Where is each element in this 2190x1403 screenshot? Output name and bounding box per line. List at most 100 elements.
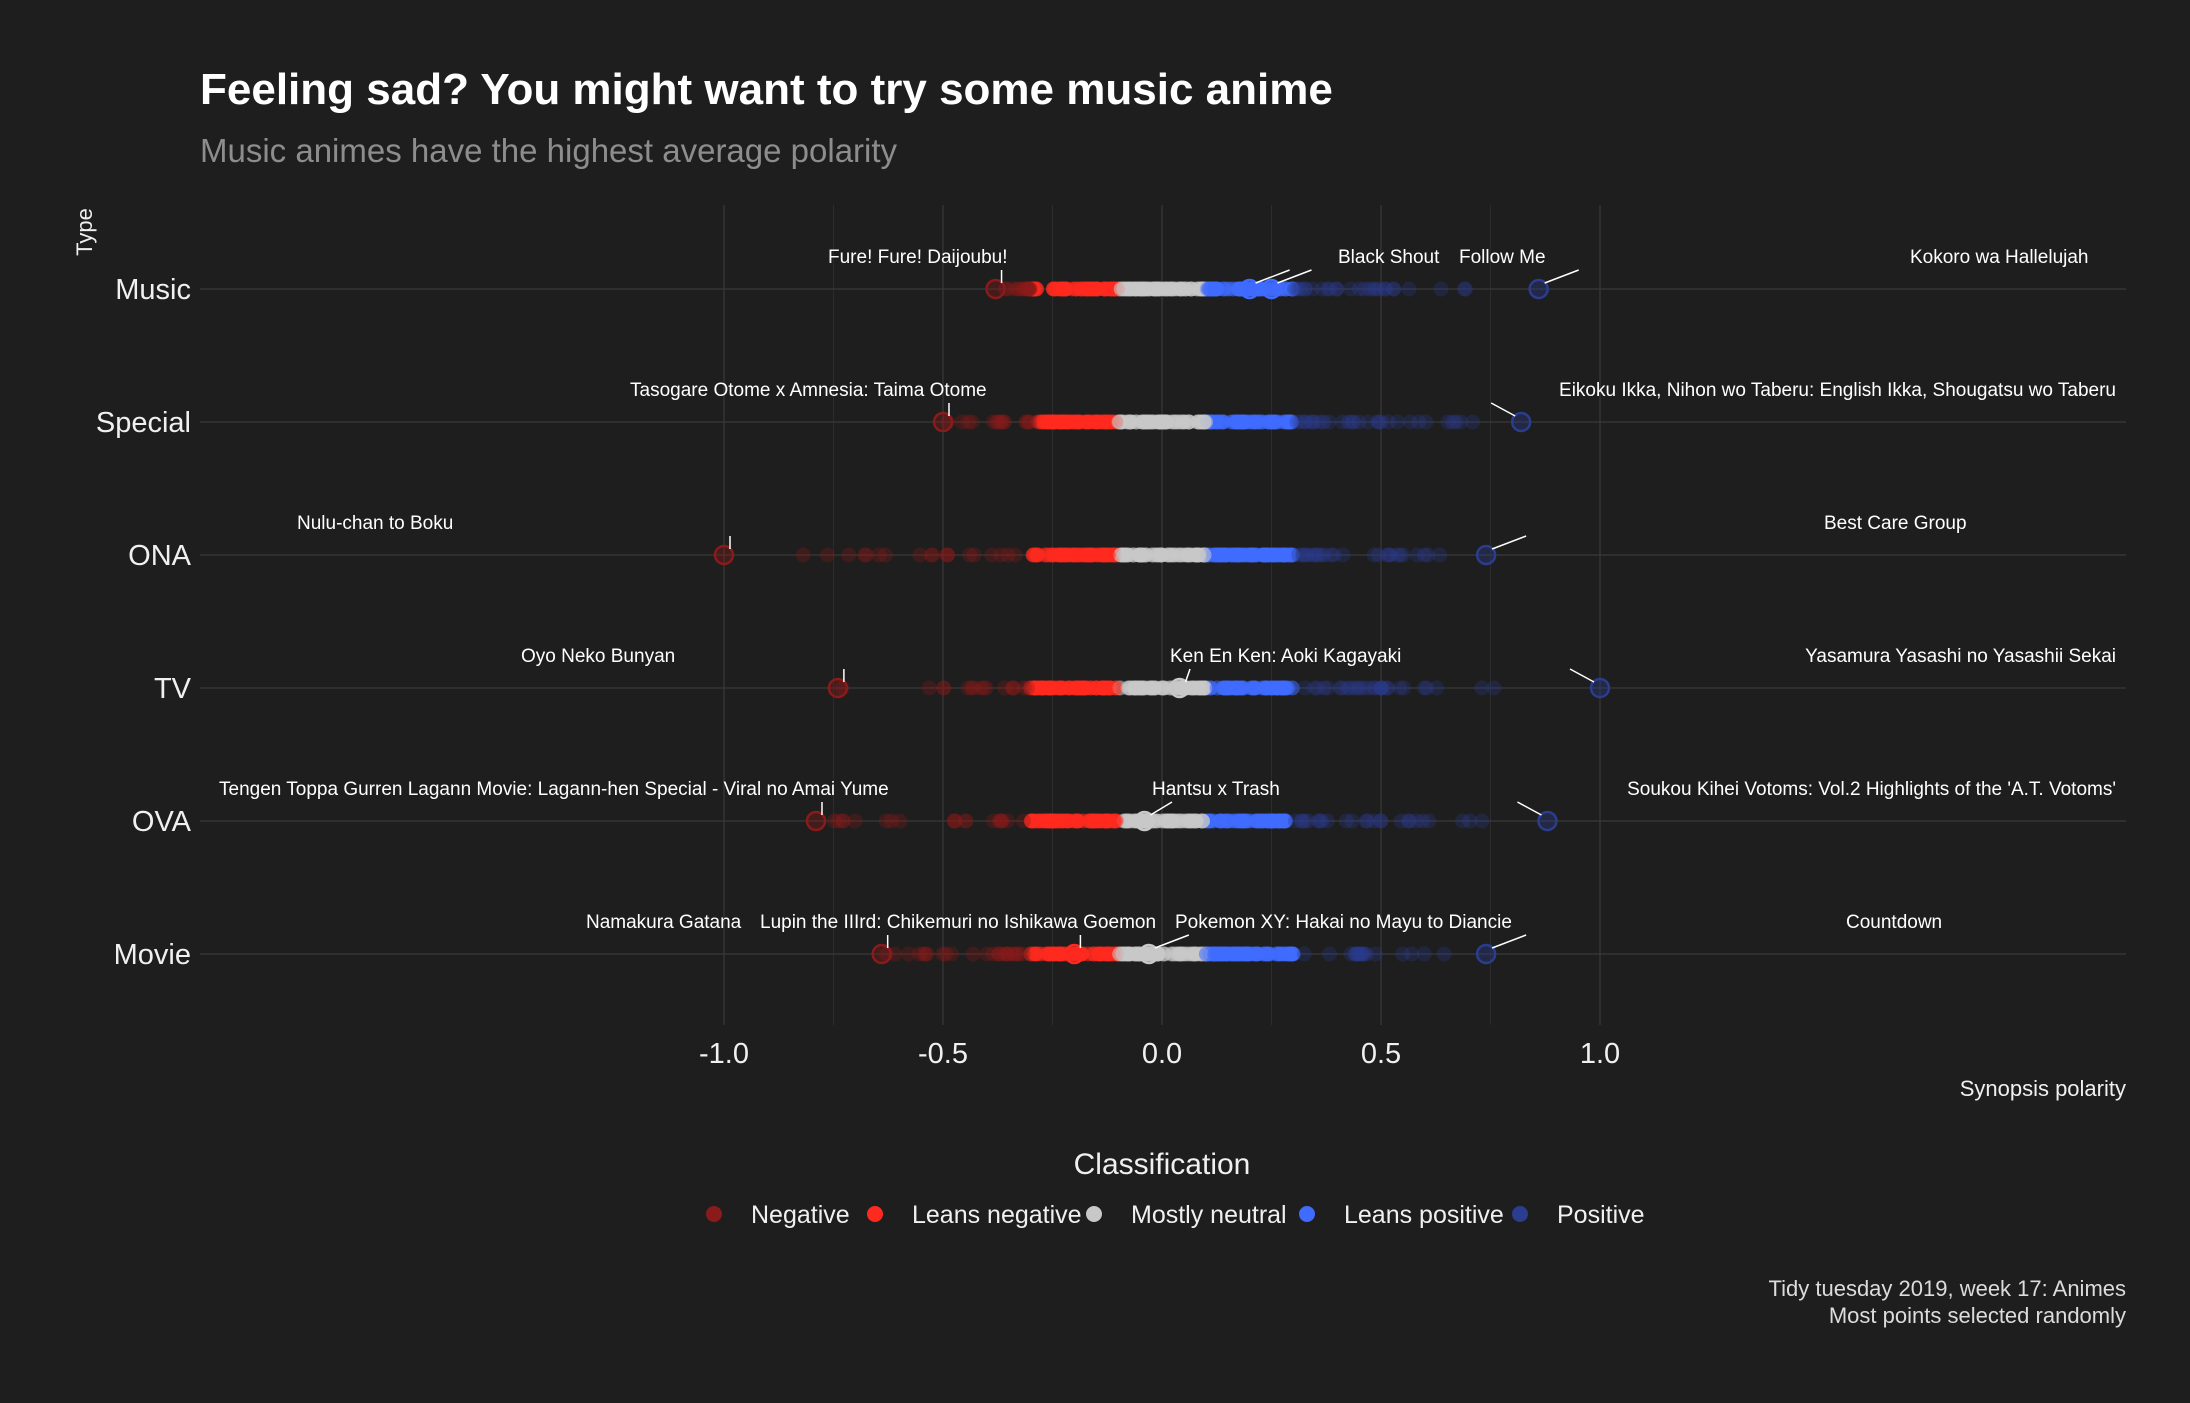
chart-subtitle: Music animes have the highest average po…: [200, 132, 898, 169]
data-point: [1271, 946, 1287, 962]
data-point: [1187, 946, 1203, 962]
legend-item: Negative: [706, 1201, 850, 1229]
annotation-connector: [1517, 801, 1542, 816]
highlighted-point: [1510, 411, 1532, 433]
data-point: [1373, 813, 1389, 829]
annotation-label: Fure! Fure! Daijoubu!: [828, 247, 1008, 268]
data-point: [999, 946, 1015, 962]
data-point: [1416, 680, 1432, 696]
data-point: [1341, 414, 1357, 430]
data-point: [1195, 813, 1211, 829]
data-point: [1432, 547, 1448, 563]
data-point: [1021, 281, 1037, 297]
point-strip-movie: [878, 946, 1452, 962]
legend-item: Mostly neutral: [1086, 1201, 1287, 1229]
data-point: [1366, 547, 1382, 563]
data-point: [1011, 946, 1027, 962]
data-point: [1305, 281, 1321, 297]
data-point: [1236, 414, 1252, 430]
data-point: [1144, 680, 1160, 696]
data-point: [1158, 813, 1174, 829]
data-point: [1020, 281, 1036, 297]
data-point: [1198, 946, 1214, 962]
data-point: [1377, 281, 1393, 297]
annotation: Lupin the IIIrd: Chikemuri no Ishikawa G…: [760, 912, 1156, 965]
data-point: [1255, 813, 1271, 829]
data-point: [1347, 946, 1363, 962]
data-point: [1140, 946, 1156, 962]
data-point: [1377, 281, 1393, 297]
data-point: [993, 813, 1009, 829]
highlighted-point: [1589, 677, 1611, 699]
data-point: [1293, 414, 1309, 430]
data-point: [1305, 547, 1321, 563]
y-axis-labels: Music Special ONA TV OVA Movie: [96, 274, 192, 971]
data-point: [916, 946, 932, 962]
data-point: [1374, 680, 1390, 696]
highlighted-point: [985, 278, 1006, 300]
data-point: [972, 680, 988, 696]
annotation: Yasamura Yasashi no Yasashii Sekai: [1569, 646, 2116, 699]
data-point: [1291, 281, 1307, 297]
data-point: [985, 414, 1001, 430]
data-point: [1271, 813, 1287, 829]
data-point: [996, 414, 1012, 430]
data-point: [1343, 281, 1359, 297]
data-point: [1465, 414, 1481, 430]
data-point: [1131, 547, 1147, 563]
y-tick-label: Movie: [114, 939, 191, 971]
data-point: [1008, 281, 1024, 297]
data-point: [978, 680, 994, 696]
highlighted-point: [1134, 810, 1155, 832]
data-point: [1299, 547, 1315, 563]
data-point: [964, 680, 980, 696]
gridlines: [200, 205, 2126, 1025]
data-point: [1207, 281, 1223, 297]
y-tick-label: TV: [154, 673, 192, 705]
data-point: [1310, 813, 1326, 829]
data-point: [1393, 813, 1409, 829]
data-point: [858, 547, 874, 563]
data-point: [1356, 946, 1372, 962]
data-point: [1120, 680, 1136, 696]
data-point: [1000, 547, 1016, 563]
data-point: [1316, 680, 1332, 696]
data-point: [1433, 281, 1449, 297]
data-point: [1015, 281, 1031, 297]
data-point: [884, 813, 900, 829]
data-point: [1000, 946, 1016, 962]
data-point: [1401, 813, 1417, 829]
data-point: [1015, 946, 1031, 962]
data-point: [1149, 547, 1165, 563]
data-point: [1373, 813, 1389, 829]
data-point: [1295, 547, 1311, 563]
highlighted-point: [871, 943, 892, 965]
x-tick-label: 0.0: [1142, 1038, 1182, 1070]
highlighted-point: [805, 810, 827, 832]
data-point: [1381, 547, 1397, 563]
data-point: [965, 946, 981, 962]
data-point: [1096, 680, 1112, 696]
data-point: [1040, 813, 1056, 829]
data-point: [1298, 414, 1314, 430]
data-point: [999, 813, 1015, 829]
data-point: [1368, 281, 1384, 297]
data-point: [1372, 680, 1388, 696]
data-point: [835, 813, 851, 829]
data-point: [1154, 414, 1170, 430]
data-point: [1366, 813, 1382, 829]
data-points: [795, 281, 1502, 962]
data-point: [1025, 281, 1041, 297]
data-point: [1429, 680, 1445, 696]
legend: Negative Leans negative Mostly neutral Lean…: [706, 1201, 1645, 1229]
point-strip-special: [940, 414, 1481, 430]
annotation-label: Tengen Toppa Gurren Lagann Movie: Lagann…: [219, 779, 889, 800]
legend-title: Classification: [1074, 1148, 1251, 1181]
data-point: [947, 813, 963, 829]
data-point: [991, 813, 1007, 829]
data-point: [954, 414, 970, 430]
annotation: Namakura Gatana: [586, 912, 892, 965]
data-point: [1017, 281, 1033, 297]
highlighted-point: [1475, 544, 1497, 566]
